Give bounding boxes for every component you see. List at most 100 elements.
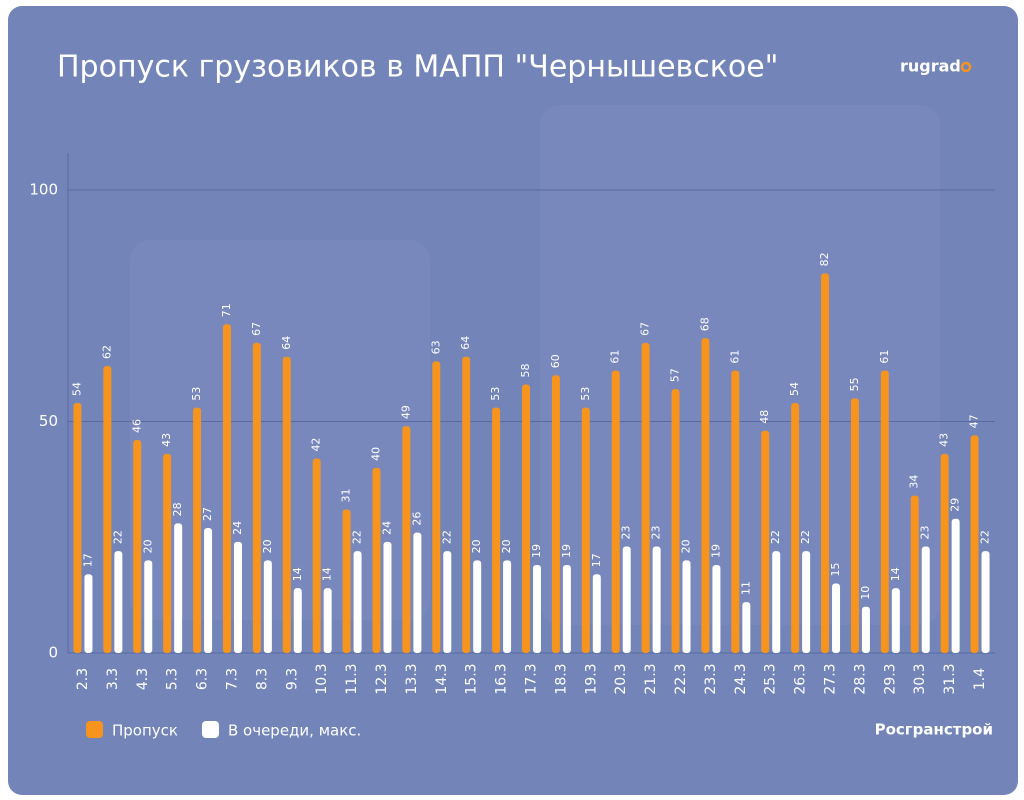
legend-swatch — [201, 721, 219, 738]
bar — [144, 560, 153, 653]
value-label: 31 — [340, 488, 353, 502]
value-label: 71 — [220, 303, 233, 317]
bar — [103, 365, 112, 653]
bar — [671, 389, 680, 653]
bar — [193, 407, 202, 653]
bar — [503, 560, 512, 653]
value-label: 23 — [650, 526, 663, 540]
x-tick-label: 13.3 — [404, 663, 420, 694]
value-label: 22 — [111, 530, 124, 544]
value-label: 23 — [919, 526, 932, 540]
value-label: 20 — [680, 539, 693, 553]
value-label: 19 — [709, 544, 722, 558]
bar — [222, 324, 231, 653]
x-tick-label: 29.3 — [882, 663, 898, 694]
value-label: 55 — [848, 377, 861, 391]
bar — [372, 467, 381, 653]
bar — [432, 361, 441, 653]
bar — [462, 356, 471, 653]
bar — [641, 342, 650, 653]
value-label: 47 — [968, 414, 981, 428]
x-tick-label: 14.3 — [434, 663, 450, 694]
value-label: 27 — [201, 507, 214, 521]
value-label: 49 — [399, 405, 412, 419]
value-label: 61 — [878, 350, 891, 364]
bar — [981, 551, 990, 653]
bar — [383, 541, 392, 653]
bar — [652, 546, 661, 653]
x-tick-label: 11.3 — [344, 663, 360, 694]
chart-title: Пропуск грузовиков в МАПП "Чернышевское" — [57, 50, 778, 85]
x-tick-label: 31.3 — [942, 663, 958, 694]
background-truck — [540, 105, 940, 625]
value-label: 62 — [100, 345, 113, 359]
value-label: 43 — [160, 433, 173, 447]
x-tick-label: 10.3 — [314, 663, 330, 694]
bar — [282, 356, 291, 653]
bar — [312, 458, 321, 653]
bar — [163, 453, 172, 653]
x-tick-label: 7.3 — [224, 668, 240, 690]
bar — [263, 560, 272, 653]
bar — [682, 560, 691, 653]
x-tick-label: 22.3 — [673, 663, 689, 694]
value-label: 61 — [728, 350, 741, 364]
bar — [492, 407, 501, 653]
bar — [880, 370, 889, 653]
value-label: 58 — [519, 363, 532, 377]
value-label: 26 — [410, 512, 423, 526]
x-tick-label: 8.3 — [254, 668, 270, 690]
bar — [133, 440, 142, 653]
value-label: 82 — [818, 252, 831, 266]
value-label: 43 — [938, 433, 951, 447]
x-tick-label: 9.3 — [284, 668, 300, 690]
value-label: 42 — [310, 438, 323, 452]
value-label: 10 — [859, 586, 872, 600]
value-label: 64 — [459, 336, 472, 350]
value-label: 53 — [489, 387, 502, 401]
value-label: 22 — [440, 530, 453, 544]
bar — [970, 435, 979, 653]
value-label: 20 — [470, 539, 483, 553]
value-label: 17 — [590, 553, 603, 567]
x-tick-label: 30.3 — [912, 663, 928, 694]
value-label: 14 — [889, 567, 902, 581]
value-label: 23 — [620, 526, 633, 540]
bar — [772, 551, 781, 653]
bar — [761, 430, 770, 653]
value-label: 67 — [639, 322, 652, 336]
value-label: 34 — [908, 475, 921, 489]
bar — [562, 565, 571, 653]
bar — [204, 528, 213, 653]
value-label: 53 — [579, 387, 592, 401]
bar — [413, 532, 422, 653]
x-tick-label: 2.3 — [75, 668, 91, 690]
bar — [533, 565, 541, 653]
bar — [114, 551, 123, 653]
source: Росгранстрой — [875, 721, 993, 739]
x-tick-label: 26.3 — [793, 663, 809, 694]
value-label: 19 — [560, 544, 573, 558]
y-tick-label: 50 — [39, 412, 58, 430]
x-tick-label: 25.3 — [763, 663, 779, 694]
bar — [910, 495, 919, 653]
bar — [731, 370, 740, 653]
bar — [592, 574, 601, 653]
logo: rugrad — [900, 57, 961, 76]
x-tick-label: 1.4 — [972, 668, 988, 690]
bar — [861, 606, 870, 653]
value-label: 11 — [739, 581, 752, 595]
value-label: 67 — [250, 322, 263, 336]
bar — [233, 541, 242, 653]
bar — [921, 546, 930, 653]
bar — [850, 398, 859, 653]
x-tick-label: 18.3 — [553, 663, 569, 694]
bar — [73, 403, 82, 653]
bar — [443, 551, 452, 653]
x-tick-label: 16.3 — [494, 663, 510, 694]
legend-label: В очереди, макс. — [228, 722, 361, 740]
bar — [342, 509, 351, 653]
value-label: 63 — [429, 340, 442, 354]
value-label: 22 — [979, 530, 992, 544]
x-tick-label: 12.3 — [374, 663, 390, 694]
